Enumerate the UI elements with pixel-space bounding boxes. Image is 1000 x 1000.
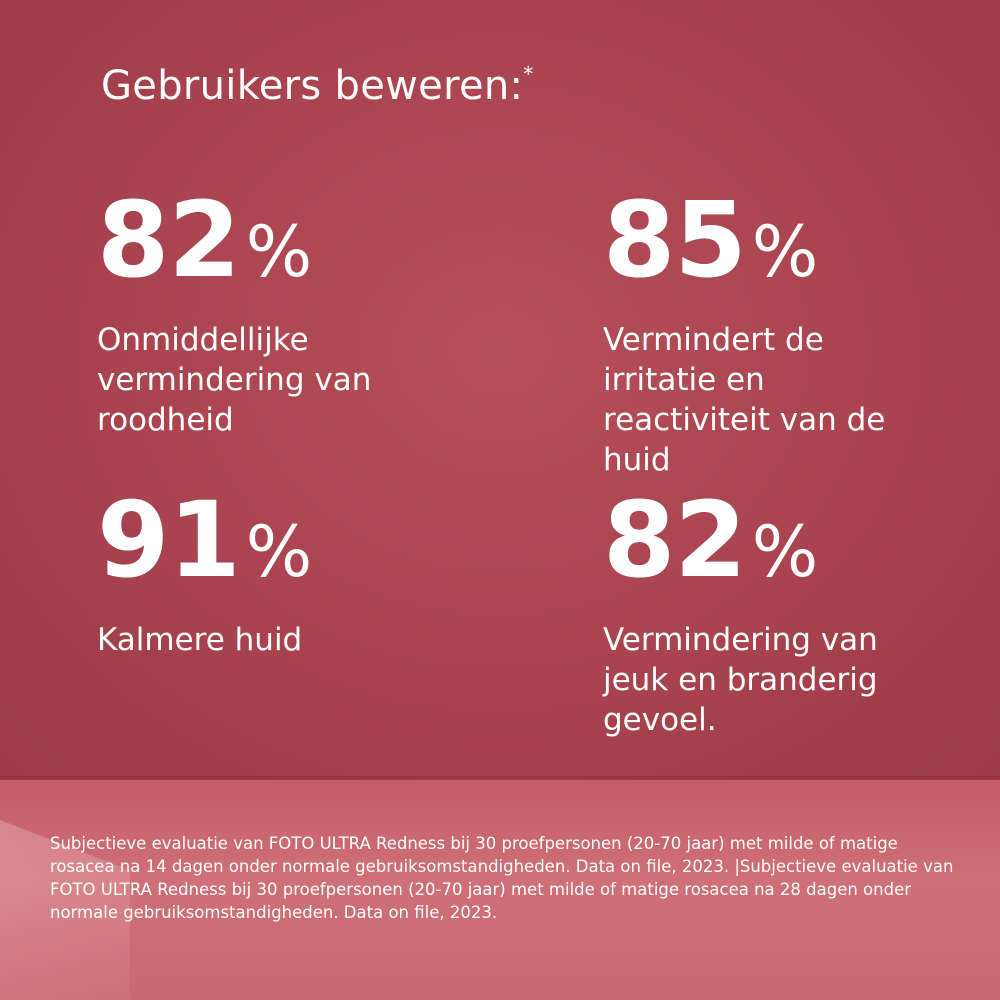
headline-text: Gebruikers beweren:	[101, 63, 524, 109]
stat-unit: %	[245, 211, 313, 293]
stat-label: Kalmere huid	[97, 622, 303, 658]
background-wall	[0, 0, 1000, 780]
background-floor	[0, 780, 1000, 1000]
stat-number: 91	[97, 479, 241, 601]
stat-unit: %	[245, 511, 313, 593]
stat-irritation-reduction: 85% Vermindert de irritatie en reactivit…	[603, 185, 983, 480]
stat-unit: %	[751, 511, 819, 593]
stat-label: Vermindert de irritatie en reactiviteit …	[603, 322, 886, 478]
stat-redness-reduction: 82% Onmiddellijke vermindering van roodh…	[97, 185, 477, 440]
headline-asterisk: *	[523, 62, 534, 86]
floor-edge	[0, 776, 1000, 782]
stat-label: Vermindering van jeuk en branderig gevoe…	[603, 622, 878, 738]
stat-value: 91%	[97, 485, 477, 595]
stat-value: 82%	[603, 485, 983, 595]
stat-value: 85%	[603, 185, 983, 295]
stat-value: 82%	[97, 185, 477, 295]
stat-label: Onmiddellijke vermindering van roodheid	[97, 322, 372, 438]
stat-unit: %	[751, 211, 819, 293]
headline: Gebruikers beweren:*	[101, 62, 534, 109]
stat-number: 85	[603, 179, 747, 301]
stat-calmer-skin: 91% Kalmere huid	[97, 485, 477, 660]
disclaimer-text: Subjectieve evaluatie van FOTO ULTRA Red…	[50, 834, 954, 922]
stat-itch-reduction: 82% Vermindering van jeuk en branderig g…	[603, 485, 983, 740]
stat-number: 82	[97, 179, 241, 301]
stat-number: 82	[603, 479, 747, 601]
